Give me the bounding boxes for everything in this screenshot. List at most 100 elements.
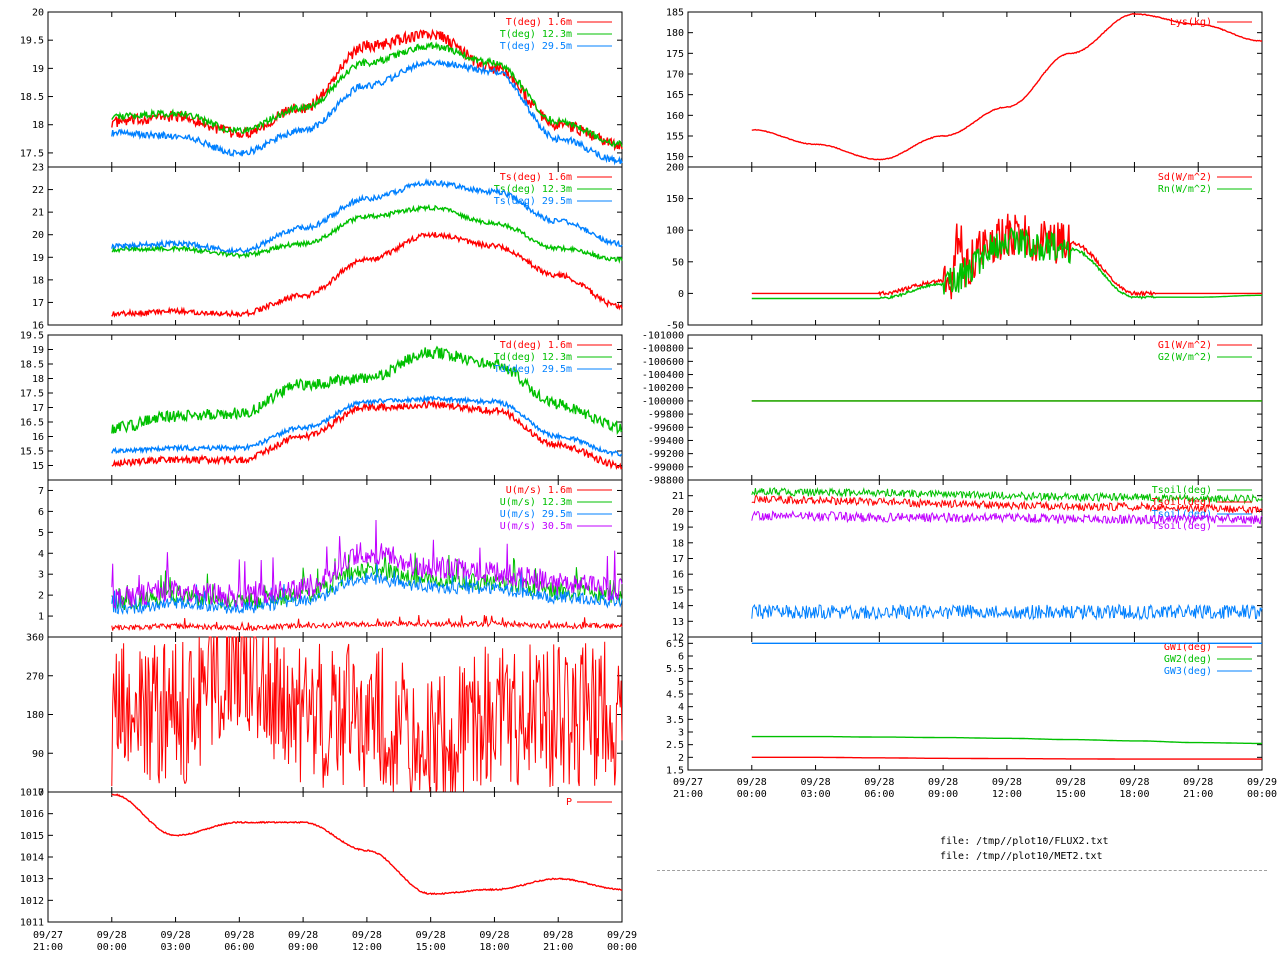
legend-label: Sd(W/m^2) [1158, 172, 1212, 183]
x-tick-label-left-time: 09:00 [288, 942, 318, 953]
legend-label: GW3(deg) [1164, 666, 1212, 677]
chart-dewpoint: 15 15.5 16 16.5 17 17.5 18 18.5 19 19.5 Td(deg) 1.… [20, 331, 623, 481]
y-tick-label: 15 [32, 461, 44, 472]
x-tick-label-left-time: 15:00 [416, 942, 446, 953]
legend-label: Td(deg) 29.5m [494, 364, 572, 375]
y-tick-label: 19 [32, 64, 44, 75]
x-tick-label-right-date: 09/28 [1056, 777, 1086, 788]
plot-frame [47, 791, 623, 923]
series-line [111, 399, 623, 470]
y-tick-label: 1 [38, 612, 44, 623]
legend-label: Ts(deg) 12.3m [494, 184, 572, 195]
y-tick-label: 18 [32, 374, 44, 385]
y-tick-label: -100200 [642, 383, 684, 394]
series-line [111, 394, 623, 458]
y-tick-label: 1014 [20, 853, 44, 864]
series-line [111, 636, 623, 793]
x-tick-label-right-time: 12:00 [992, 789, 1022, 800]
legend-label: U(m/s) 1.6m [506, 485, 572, 496]
y-tick-label: 20 [672, 507, 684, 518]
y-tick-label: 175 [666, 49, 684, 60]
x-tick-label-left-date: 09/28 [161, 930, 191, 941]
y-tick-label: 5 [38, 528, 44, 539]
y-tick-label: 17 [32, 298, 44, 309]
y-tick-label: 21 [32, 208, 44, 219]
y-tick-label: 6.5 [666, 639, 684, 650]
y-tick-label: 21 [672, 491, 684, 502]
y-tick-label: -98800 [648, 476, 684, 487]
x-tick-label-right-time: 03:00 [801, 789, 831, 800]
y-tick-label: 17 [672, 554, 684, 565]
y-tick-label: 170 [666, 70, 684, 81]
legend-label: Td(deg) 12.3m [494, 352, 572, 363]
y-tick-label: 13 [672, 617, 684, 628]
x-tick-label-right-date: 09/28 [992, 777, 1022, 788]
y-tick-label: 150 [666, 194, 684, 205]
y-tick-label: -100800 [642, 344, 684, 355]
x-tick-label-left-date: 09/28 [288, 930, 318, 941]
y-tick-label: 20 [32, 8, 44, 19]
y-tick-label: 1012 [20, 896, 44, 907]
y-tick-label: 5 [678, 677, 684, 688]
x-tick-label-left-time: 21:00 [543, 942, 573, 953]
y-tick-label: 19.5 [20, 331, 44, 342]
y-tick-label: 1016 [20, 809, 44, 820]
series-line [751, 486, 1263, 505]
y-tick-label: 19 [32, 253, 44, 264]
legend-label: U(m/s) 29.5m [500, 509, 572, 520]
y-tick-label: 160 [666, 111, 684, 122]
x-tick-label-right-date: 09/29 [1247, 777, 1277, 788]
y-tick-label: 6 [678, 652, 684, 663]
y-tick-label: 18.5 [20, 360, 44, 371]
x-tick-label-left-date: 09/28 [479, 930, 509, 941]
series-line [751, 12, 1262, 161]
y-tick-label: 19 [672, 523, 684, 534]
y-tick-label: 50 [672, 257, 684, 268]
x-tick-label-left-date: 09/28 [97, 930, 127, 941]
y-tick-label: 20 [32, 230, 44, 241]
chart-wind_dir: 0 90 180 270 360 [26, 633, 623, 799]
y-tick-label: 4 [38, 549, 44, 560]
chart-ground_water: 1.5 2 2.53 3.5 44.5 5 5.56 6.5 GW1(deg)GW2(deg)G… [666, 636, 1263, 777]
y-tick-label: 180 [26, 710, 44, 721]
y-tick-label: 18 [32, 120, 44, 131]
y-tick-label: 180 [666, 28, 684, 39]
y-tick-label: 2.5 [666, 740, 684, 751]
legend-label: Ts(deg) 1.6m [500, 172, 572, 183]
chart-radiation: -50 0 50 100 150 200 Sd(W/m^2)Rn(W/m^2) [666, 163, 1263, 332]
series-line [111, 203, 623, 264]
y-tick-label: 19.5 [20, 36, 44, 47]
legend-label: T(deg) 1.6m [506, 17, 572, 28]
y-tick-label: 150 [666, 152, 684, 163]
series-line [111, 231, 623, 318]
x-tick-label-left-date: 09/28 [224, 930, 254, 941]
plot-frame [687, 636, 1263, 771]
y-tick-label: 165 [666, 90, 684, 101]
legend-label: T(deg) 12.3m [500, 29, 572, 40]
y-tick-label: -99400 [648, 436, 684, 447]
y-tick-label: 270 [26, 671, 44, 682]
y-tick-label: 185 [666, 8, 684, 19]
y-tick-label: 4.5 [666, 690, 684, 701]
y-tick-label: 3 [678, 728, 684, 739]
x-tick-label-right-time: 00:00 [1247, 789, 1277, 800]
y-tick-label: -100000 [642, 396, 684, 407]
legend-label: GW1(deg) [1164, 642, 1212, 653]
x-tick-label-left-time: 00:00 [607, 942, 637, 953]
y-tick-label: 1017 [20, 788, 44, 799]
legend-label: Tsoil(deg) [1152, 485, 1212, 496]
x-tick-label-left-time: 18:00 [479, 942, 509, 953]
x-tick-label-left-date: 09/28 [543, 930, 573, 941]
series-line [111, 57, 623, 166]
x-tick-label-left-time: 06:00 [224, 942, 254, 953]
series-line [111, 519, 623, 610]
y-tick-label: 14 [672, 601, 684, 612]
x-tick-label-right-date: 09/28 [801, 777, 831, 788]
y-tick-label: 15.5 [20, 447, 44, 458]
y-tick-label: 23 [32, 163, 44, 174]
x-tick-label-right-date: 09/28 [864, 777, 894, 788]
legend-label: GW2(deg) [1164, 654, 1212, 665]
y-tick-label: -100400 [642, 370, 684, 381]
x-tick-label-left-time: 12:00 [352, 942, 382, 953]
chart-pressure: 1011 1012 1013 1014 1015 1016 1017 P [20, 788, 623, 929]
